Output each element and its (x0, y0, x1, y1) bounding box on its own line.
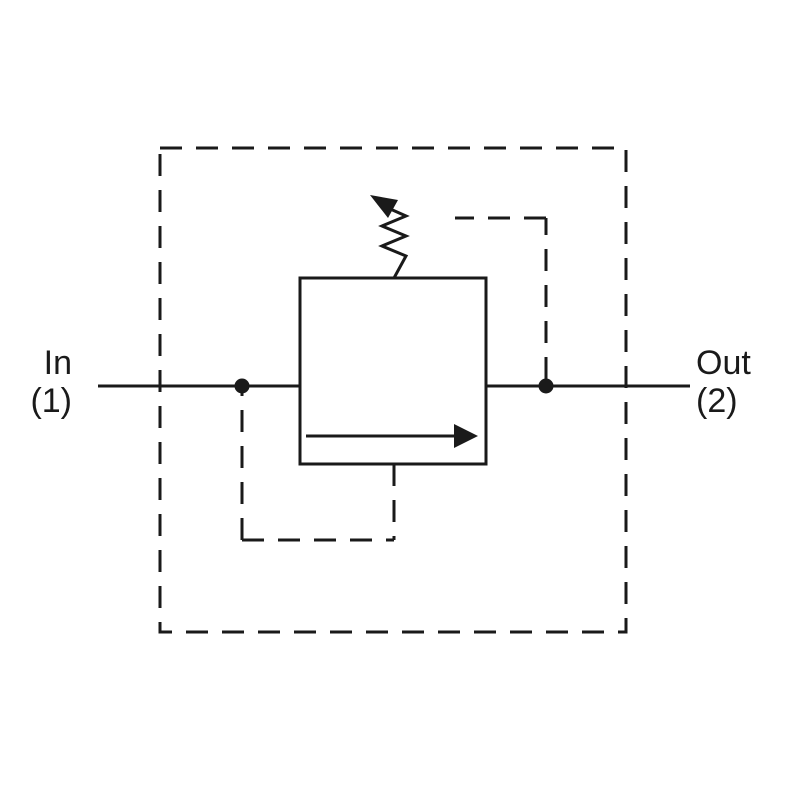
flow-arrowhead (454, 424, 478, 448)
node-in (235, 379, 250, 394)
node-out (539, 379, 554, 394)
spring-adjust-arrowhead (370, 195, 398, 218)
label-out: Out (696, 344, 751, 382)
schematic-diagram: In(1) Out(2) (0, 0, 800, 800)
spring-symbol (382, 208, 406, 278)
label-out-num: (2) (696, 382, 738, 420)
label-in: In (44, 344, 72, 382)
label-in-num: (1) (30, 382, 72, 420)
